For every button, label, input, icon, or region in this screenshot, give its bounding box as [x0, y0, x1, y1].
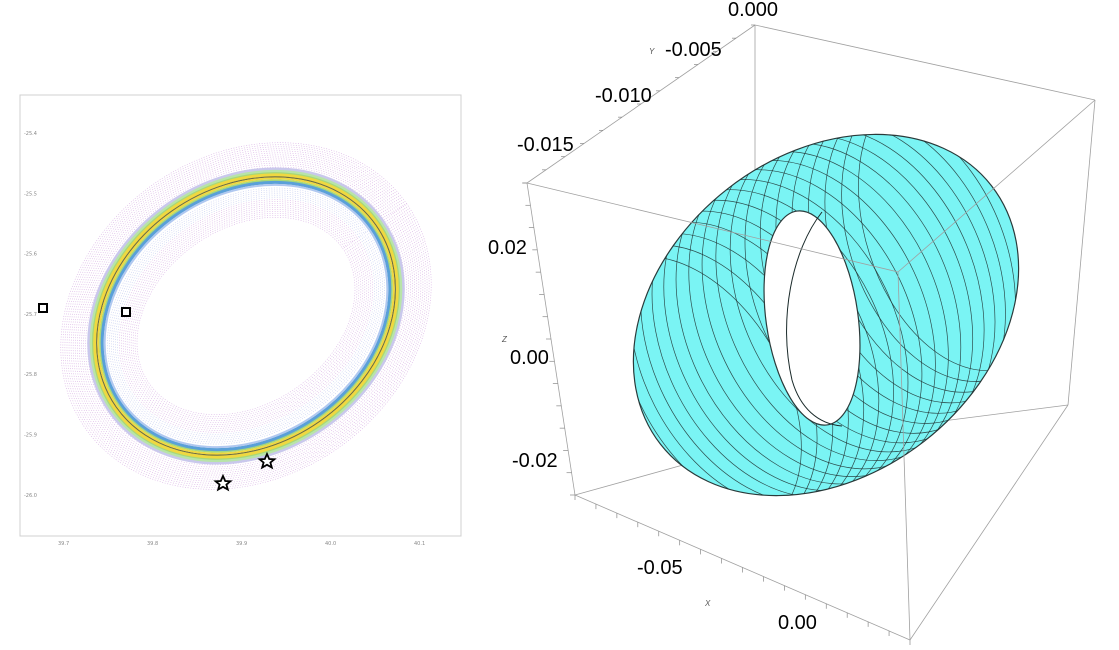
- y-tick-label: -0.005: [665, 39, 722, 61]
- contour-ridge: [99, 179, 393, 453]
- torus-surface: [578, 79, 1062, 534]
- contour-line: [68, 150, 424, 482]
- contour-rings: [60, 142, 432, 490]
- contour-ridge: [103, 183, 389, 449]
- contour-line: [124, 205, 368, 427]
- left-y-tick-label: -25.6: [24, 252, 37, 258]
- x-tick-label: 0.00: [778, 612, 817, 634]
- contour-line: [62, 144, 430, 488]
- left-plot-frame: [19, 94, 462, 537]
- left-x-tick-label: 40.1: [414, 541, 425, 547]
- contour-line: [72, 154, 420, 478]
- left-x-tick-label: 40.0: [325, 541, 336, 547]
- contour-line: [76, 158, 416, 474]
- contour-line: [109, 189, 383, 443]
- square-marker: [121, 307, 131, 317]
- y-tick-label: -0.010: [595, 85, 652, 107]
- star-marker: [213, 473, 233, 492]
- torus-inner-shadow: [786, 211, 843, 427]
- z-tick-label: 0.02: [488, 237, 527, 259]
- contour-line: [66, 148, 426, 484]
- left-y-tick-label: -26.0: [24, 493, 37, 499]
- contour-line: [81, 162, 411, 470]
- contour-line: [70, 152, 422, 480]
- right-3d-plot: 0.000 -0.005 -0.010 -0.015 Y 0.02 0.00 -…: [488, 0, 1096, 645]
- contour-line: [79, 160, 413, 472]
- left-markers: [38, 303, 277, 492]
- top-tick-label: 0.000: [728, 0, 778, 21]
- left-y-tick-label: -25.5: [24, 191, 37, 197]
- contour-line: [120, 201, 372, 431]
- contour-ridge: [96, 176, 396, 456]
- z-tick-label: 0.00: [510, 347, 549, 369]
- left-y-tick-label: -25.7: [24, 312, 37, 318]
- left-y-tick-label: -25.4: [24, 131, 37, 137]
- contour-line: [115, 195, 377, 437]
- x-axis-name: X: [704, 599, 711, 608]
- contour-line: [126, 207, 366, 425]
- square-marker: [38, 303, 48, 313]
- contour-ridge: [93, 173, 399, 459]
- y-axis-name: Y: [649, 47, 655, 56]
- left-x-tick-labels: 39.7 39.8 39.9 40.0 40.1: [58, 541, 425, 547]
- left-y-tick-label: -25.9: [24, 433, 37, 439]
- z-axis-name: Z: [501, 335, 508, 344]
- contour-line: [74, 156, 418, 476]
- contour-line: [60, 142, 432, 490]
- contour-line: [83, 164, 409, 468]
- left-y-tick-label: -25.8: [24, 372, 37, 378]
- contour-line: [64, 146, 428, 486]
- x-tick-label: -0.05: [637, 557, 683, 579]
- contour-line: [117, 197, 375, 435]
- bounding-box-front: [526, 99, 1096, 641]
- contour-ridge: [89, 169, 403, 463]
- contour-line: [130, 211, 362, 421]
- contour-ridge: [87, 167, 405, 465]
- left-y-tick-labels: -25.4 -25.5 -25.6 -25.7 -25.8 -25.9 -26.0: [24, 131, 37, 499]
- left-x-tick-label: 39.8: [147, 541, 158, 547]
- contour-line: [122, 203, 370, 429]
- torus-hole: [763, 210, 861, 426]
- contour-ridge: [100, 180, 392, 452]
- z-tick-label: -0.02: [512, 450, 558, 472]
- right-tick-marks: [522, 24, 911, 645]
- left-contour-plot: -25.4 -25.5 -25.6 -25.7 -25.8 -25.9 -26.0 39.7…: [19, 94, 462, 547]
- left-x-tick-label: 39.9: [236, 541, 247, 547]
- contour-line: [132, 213, 360, 419]
- contour-ridge: [97, 177, 395, 455]
- y-tick-label: -0.015: [517, 134, 574, 156]
- left-x-tick-label: 39.7: [58, 541, 69, 547]
- star-marker: [257, 451, 277, 470]
- contour-line: [107, 187, 385, 445]
- contour-line: [128, 209, 364, 423]
